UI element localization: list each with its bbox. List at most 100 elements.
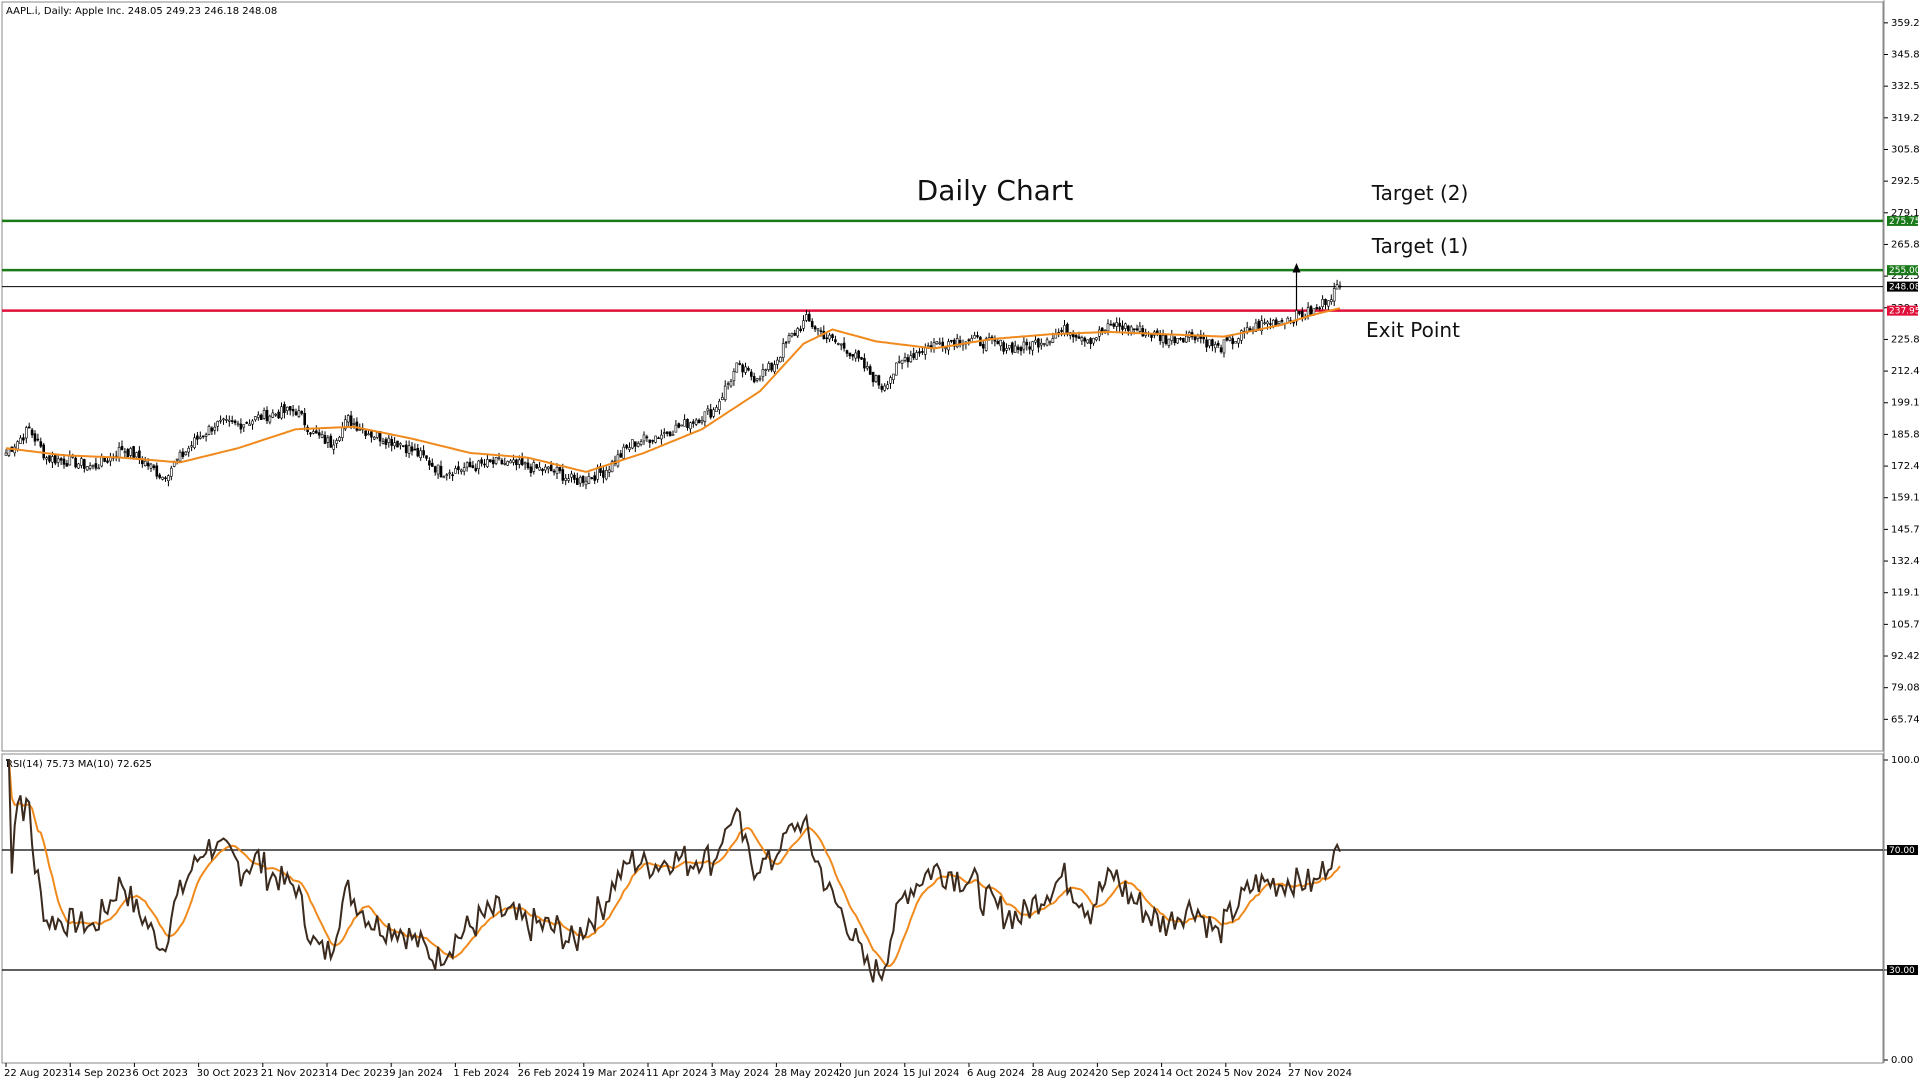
candle-body	[520, 458, 524, 465]
candle-body	[544, 466, 547, 471]
candle-body	[628, 447, 631, 450]
candle-body	[622, 446, 626, 459]
candle-body	[1008, 344, 1011, 349]
candle-body	[828, 334, 831, 340]
candle-body	[338, 436, 341, 441]
candle-body	[631, 439, 634, 449]
candle-body	[381, 441, 385, 444]
candle-body	[868, 366, 872, 375]
level-tag	[1887, 265, 1918, 276]
candle-body	[715, 407, 718, 412]
candle-body	[764, 369, 768, 371]
candle-body	[4, 452, 8, 456]
candle-body	[842, 342, 846, 349]
candle-body	[30, 429, 34, 436]
rsi-header: RSI(14) 75.73 MA(10) 72.625	[6, 759, 152, 770]
candle-body	[839, 343, 843, 346]
candle-body	[1330, 299, 1333, 302]
candle-body	[181, 451, 185, 457]
rsi-tick-label: 100.00	[1891, 755, 1920, 766]
candle-body	[425, 455, 428, 459]
candle-body	[602, 470, 605, 478]
candle-body	[465, 462, 469, 468]
rsi-level-tag-label: 70.00	[1889, 846, 1915, 856]
candle-body	[662, 432, 666, 434]
candle-body	[1280, 319, 1284, 322]
candle-body	[799, 328, 802, 332]
candle-body	[1019, 347, 1023, 352]
candle-body	[660, 434, 663, 440]
candle-body	[335, 440, 338, 444]
candle-body	[709, 409, 713, 418]
date-tick-label: 28 May 2024	[774, 1068, 839, 1079]
candle-body	[674, 424, 678, 433]
arrow-head	[1292, 263, 1301, 273]
candle-body	[88, 465, 92, 469]
candle-body	[106, 460, 109, 463]
candle-body	[967, 339, 971, 342]
candle-body	[845, 350, 849, 354]
candle-body	[309, 432, 312, 435]
candle-body	[758, 377, 762, 380]
candle-body	[912, 353, 916, 359]
candle-body	[161, 476, 164, 480]
date-tick-label: 5 Nov 2024	[1224, 1068, 1282, 1079]
candle-body	[497, 457, 501, 460]
candle-body	[573, 474, 576, 480]
candle-body	[805, 314, 808, 321]
candle-body	[889, 377, 892, 384]
date-tick-label: 9 Jan 2024	[389, 1068, 443, 1079]
candle-body	[152, 465, 156, 469]
candle-body	[303, 413, 307, 426]
price-tick-label: 92.42	[1891, 651, 1920, 662]
candle-body	[541, 468, 544, 472]
candle-body	[442, 476, 446, 479]
candle-body	[416, 448, 420, 457]
candle-body	[24, 427, 28, 439]
candle-body	[836, 343, 840, 345]
rsi-level-tag	[1887, 845, 1918, 855]
candle-body	[283, 404, 286, 413]
candle-body	[848, 352, 852, 357]
candle-body	[819, 330, 823, 332]
candle-body	[36, 438, 40, 441]
exit-point-label: Exit Point	[1366, 318, 1460, 342]
candle-body	[1324, 299, 1327, 305]
candle-body	[755, 378, 759, 381]
candle-body	[1158, 334, 1162, 341]
candle-body	[19, 437, 22, 444]
candle-body	[1193, 336, 1197, 341]
price-tick-label: 265.84	[1891, 239, 1920, 250]
candle-body	[860, 357, 863, 360]
candle-body	[691, 421, 695, 424]
candle-body	[413, 448, 417, 451]
date-tick-label: 27 Nov 2024	[1288, 1068, 1352, 1079]
candle-body	[320, 433, 324, 438]
candle-body	[923, 347, 927, 355]
candle-body	[1040, 342, 1043, 346]
price-tick-label: 279.18	[1891, 208, 1920, 219]
candle-body	[268, 415, 272, 423]
candle-body	[477, 460, 481, 470]
candle-body	[326, 437, 330, 443]
candle-body	[1010, 342, 1014, 353]
candle-body	[578, 477, 582, 484]
candle-body	[1225, 337, 1229, 341]
date-tick-label: 14 Sep 2023	[68, 1068, 131, 1079]
candle-body	[364, 430, 367, 436]
price-tick-label: 212.48	[1891, 366, 1920, 377]
candle-body	[167, 475, 170, 482]
candle-body	[1167, 338, 1171, 346]
candle-body	[1185, 335, 1188, 343]
price-tick-label: 332.54	[1891, 81, 1920, 92]
candle-body	[262, 410, 266, 419]
price-tick-label: 305.86	[1891, 144, 1920, 155]
candle-body	[222, 418, 225, 421]
candle-body	[1037, 338, 1040, 348]
candle-body	[80, 458, 83, 466]
candle-body	[807, 313, 811, 322]
candle-body	[436, 464, 440, 475]
candle-body	[1115, 322, 1118, 327]
candle-body	[1016, 346, 1020, 350]
candle-body	[726, 383, 730, 385]
